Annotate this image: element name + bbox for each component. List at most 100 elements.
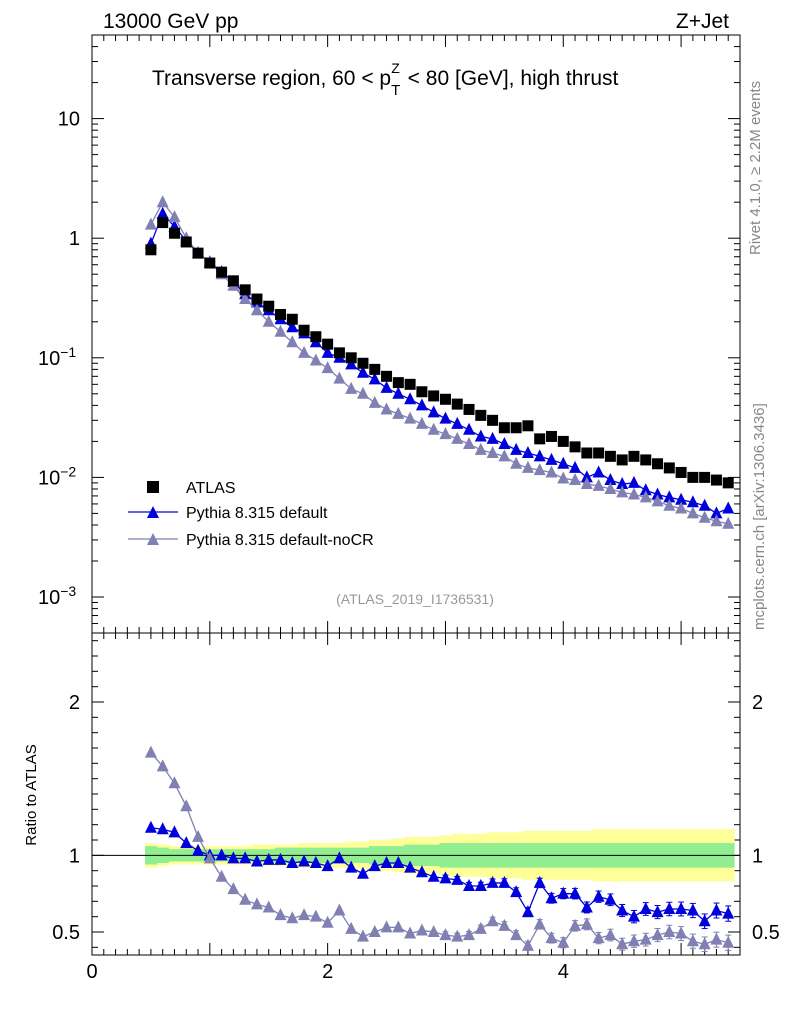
ratio-point: [616, 937, 629, 950]
ratio-point: [580, 900, 593, 913]
data-point: [663, 498, 676, 511]
ratio-point: [545, 891, 558, 904]
ratio-point: [722, 906, 735, 919]
data-point: [569, 441, 581, 453]
ratio-point: [250, 854, 263, 867]
data-point: [439, 393, 451, 405]
legend: ATLAS Pythia 8.315 default Pythia 8.315 …: [128, 480, 374, 549]
data-point: [510, 456, 523, 469]
data-point: [263, 300, 275, 312]
ratio-point: [156, 822, 169, 835]
series-atlas: [145, 217, 734, 489]
data-point: [698, 510, 711, 523]
ratio-point: [274, 908, 287, 921]
ratio-point: [309, 909, 322, 922]
ratio-point: [451, 929, 464, 942]
ratio-point: [510, 928, 523, 941]
data-point: [392, 386, 405, 399]
data-point: [510, 442, 523, 455]
data-point: [321, 361, 334, 374]
ratio-point: [262, 900, 275, 913]
ratio-point: [356, 929, 369, 942]
ratio-point: [521, 905, 534, 918]
data-point: [286, 313, 298, 325]
ratio-point: [415, 923, 428, 936]
ratio-point: [380, 920, 393, 933]
ratio-point: [156, 759, 169, 772]
data-point: [569, 460, 582, 473]
data-point: [498, 422, 510, 434]
data-point: [557, 435, 569, 447]
ratio-point: [404, 860, 417, 873]
data-point: [651, 487, 664, 500]
data-point: [216, 266, 228, 278]
ratio-point: [463, 879, 476, 891]
data-point: [310, 331, 322, 343]
ratio-point: [545, 931, 558, 944]
data-point: [380, 402, 393, 415]
data-point: [521, 445, 534, 458]
ratio-point: [427, 869, 440, 882]
series-nocr: [144, 195, 735, 529]
ratio-point: [439, 928, 452, 941]
ratio-y-tick-label: 0.5: [52, 922, 80, 944]
ratio-panel-series: [144, 745, 735, 953]
ratio-point: [474, 879, 487, 891]
data-point: [333, 371, 346, 384]
data-point: [628, 450, 640, 462]
data-point: [663, 490, 676, 503]
data-point: [534, 433, 546, 445]
data-point: [451, 398, 463, 410]
ratio-y-tick-label-right: 2: [752, 692, 763, 714]
ratio-point: [333, 903, 346, 916]
data-point: [627, 487, 640, 500]
ratio-point: [144, 820, 157, 833]
ratio-point: [345, 860, 358, 873]
data-point: [663, 462, 675, 474]
data-point: [616, 485, 629, 498]
ratio-point: [557, 886, 570, 899]
ratio-y-tick-label-right: 0.5: [752, 922, 780, 944]
data-point: [521, 460, 534, 473]
ratio-point: [404, 926, 417, 939]
ratio-point: [722, 935, 735, 948]
ratio-point: [380, 856, 393, 868]
ratio-point: [698, 937, 711, 950]
ratio-point: [415, 865, 428, 878]
ratio-point: [250, 897, 263, 910]
ratio-point: [392, 856, 405, 868]
ratio-point: [356, 866, 369, 879]
ratio-point: [321, 915, 334, 928]
data-point: [333, 347, 345, 359]
ratio-point: [592, 889, 605, 902]
ratio-point: [286, 911, 299, 924]
ratio-point: [627, 909, 640, 922]
data-point: [698, 498, 711, 511]
ratio-point: [180, 836, 193, 849]
ratio-point: [368, 859, 381, 872]
legend-label-nocr: Pythia 8.315 default-noCR: [186, 532, 374, 549]
ratio-point: [686, 903, 699, 916]
data-point: [357, 357, 369, 369]
series-default: [144, 206, 735, 519]
data-point: [404, 411, 417, 424]
ratio-panel-frame: [91, 632, 741, 956]
ratio-point: [262, 852, 275, 865]
rivet-label: Rivet 4.1.0, ≥ 2.2M events: [747, 81, 764, 255]
data-point: [368, 395, 381, 408]
data-point: [427, 422, 440, 435]
ratio-point: [215, 869, 228, 882]
data-point: [463, 437, 476, 450]
data-point: [380, 380, 393, 393]
data-point: [616, 454, 628, 466]
ratio-point: [439, 871, 452, 884]
mcplots-label: mcplots.cern.ch [arXiv:1306.3436]: [751, 403, 768, 630]
ratio-point: [463, 928, 476, 941]
data-point: [710, 474, 722, 486]
data-point: [239, 284, 251, 296]
ratio-point: [675, 926, 688, 939]
data-point: [474, 442, 487, 455]
series-line: [150, 212, 729, 515]
data-point: [474, 429, 487, 442]
